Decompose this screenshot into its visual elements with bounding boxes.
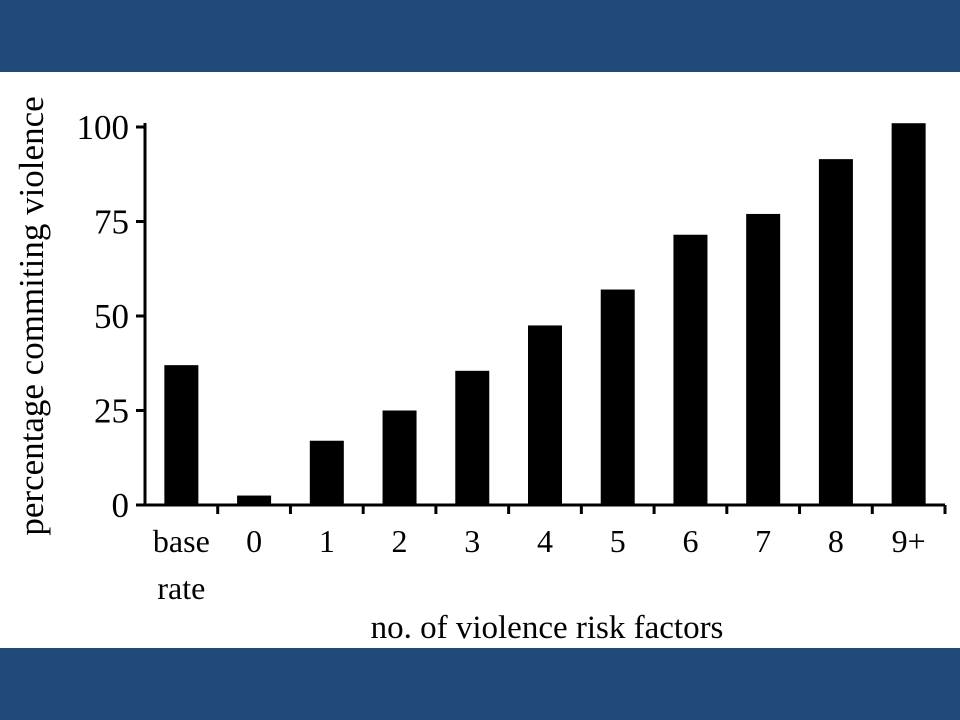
bottom-banner — [0, 648, 960, 720]
bar — [673, 234, 708, 506]
x-tick-label: 1 — [319, 523, 335, 559]
x-tick-label: 0 — [246, 523, 262, 559]
bar — [746, 213, 781, 505]
bar — [528, 325, 562, 505]
y-tick-label: 75 — [94, 203, 129, 242]
x-axis-label: no. of violence risk factors — [371, 610, 724, 646]
bar — [455, 370, 490, 505]
x-tick-label: 8 — [828, 523, 844, 559]
bar — [818, 159, 853, 505]
y-tick-label: 0 — [112, 486, 130, 525]
bar — [309, 440, 344, 505]
y-tick-label: 100 — [77, 108, 130, 147]
x-tick-label: 5 — [610, 523, 626, 559]
bars — [164, 123, 926, 506]
x-tick-label: rate — [157, 570, 205, 606]
bar — [382, 410, 417, 505]
x-tick-label: 4 — [537, 523, 553, 559]
x-tick-label: 3 — [464, 523, 480, 559]
y-tick-label: 25 — [94, 392, 129, 431]
x-tick-label: 6 — [682, 523, 698, 559]
x-axis: base rate 0 1 2 3 4 5 6 7 8 9+ — [143, 503, 947, 606]
y-axis-label: percentage commiting violence — [12, 96, 51, 535]
x-tick-label: 2 — [392, 523, 408, 559]
bar — [600, 289, 635, 505]
top-banner — [0, 0, 960, 72]
bar — [891, 123, 926, 505]
chart-area: percentage commiting violence 0 25 50 75 100… — [0, 72, 960, 648]
y-axis: 0 25 50 75 100 — [77, 108, 147, 525]
bar — [164, 365, 199, 505]
bar — [237, 495, 272, 505]
x-tick-label: base — [153, 523, 210, 559]
bar-chart: percentage commiting violence 0255075100… — [12, 96, 947, 646]
y-tick-label: 50 — [94, 297, 129, 336]
x-tick-label: 9+ — [892, 523, 926, 559]
x-tick-label: 7 — [755, 523, 771, 559]
